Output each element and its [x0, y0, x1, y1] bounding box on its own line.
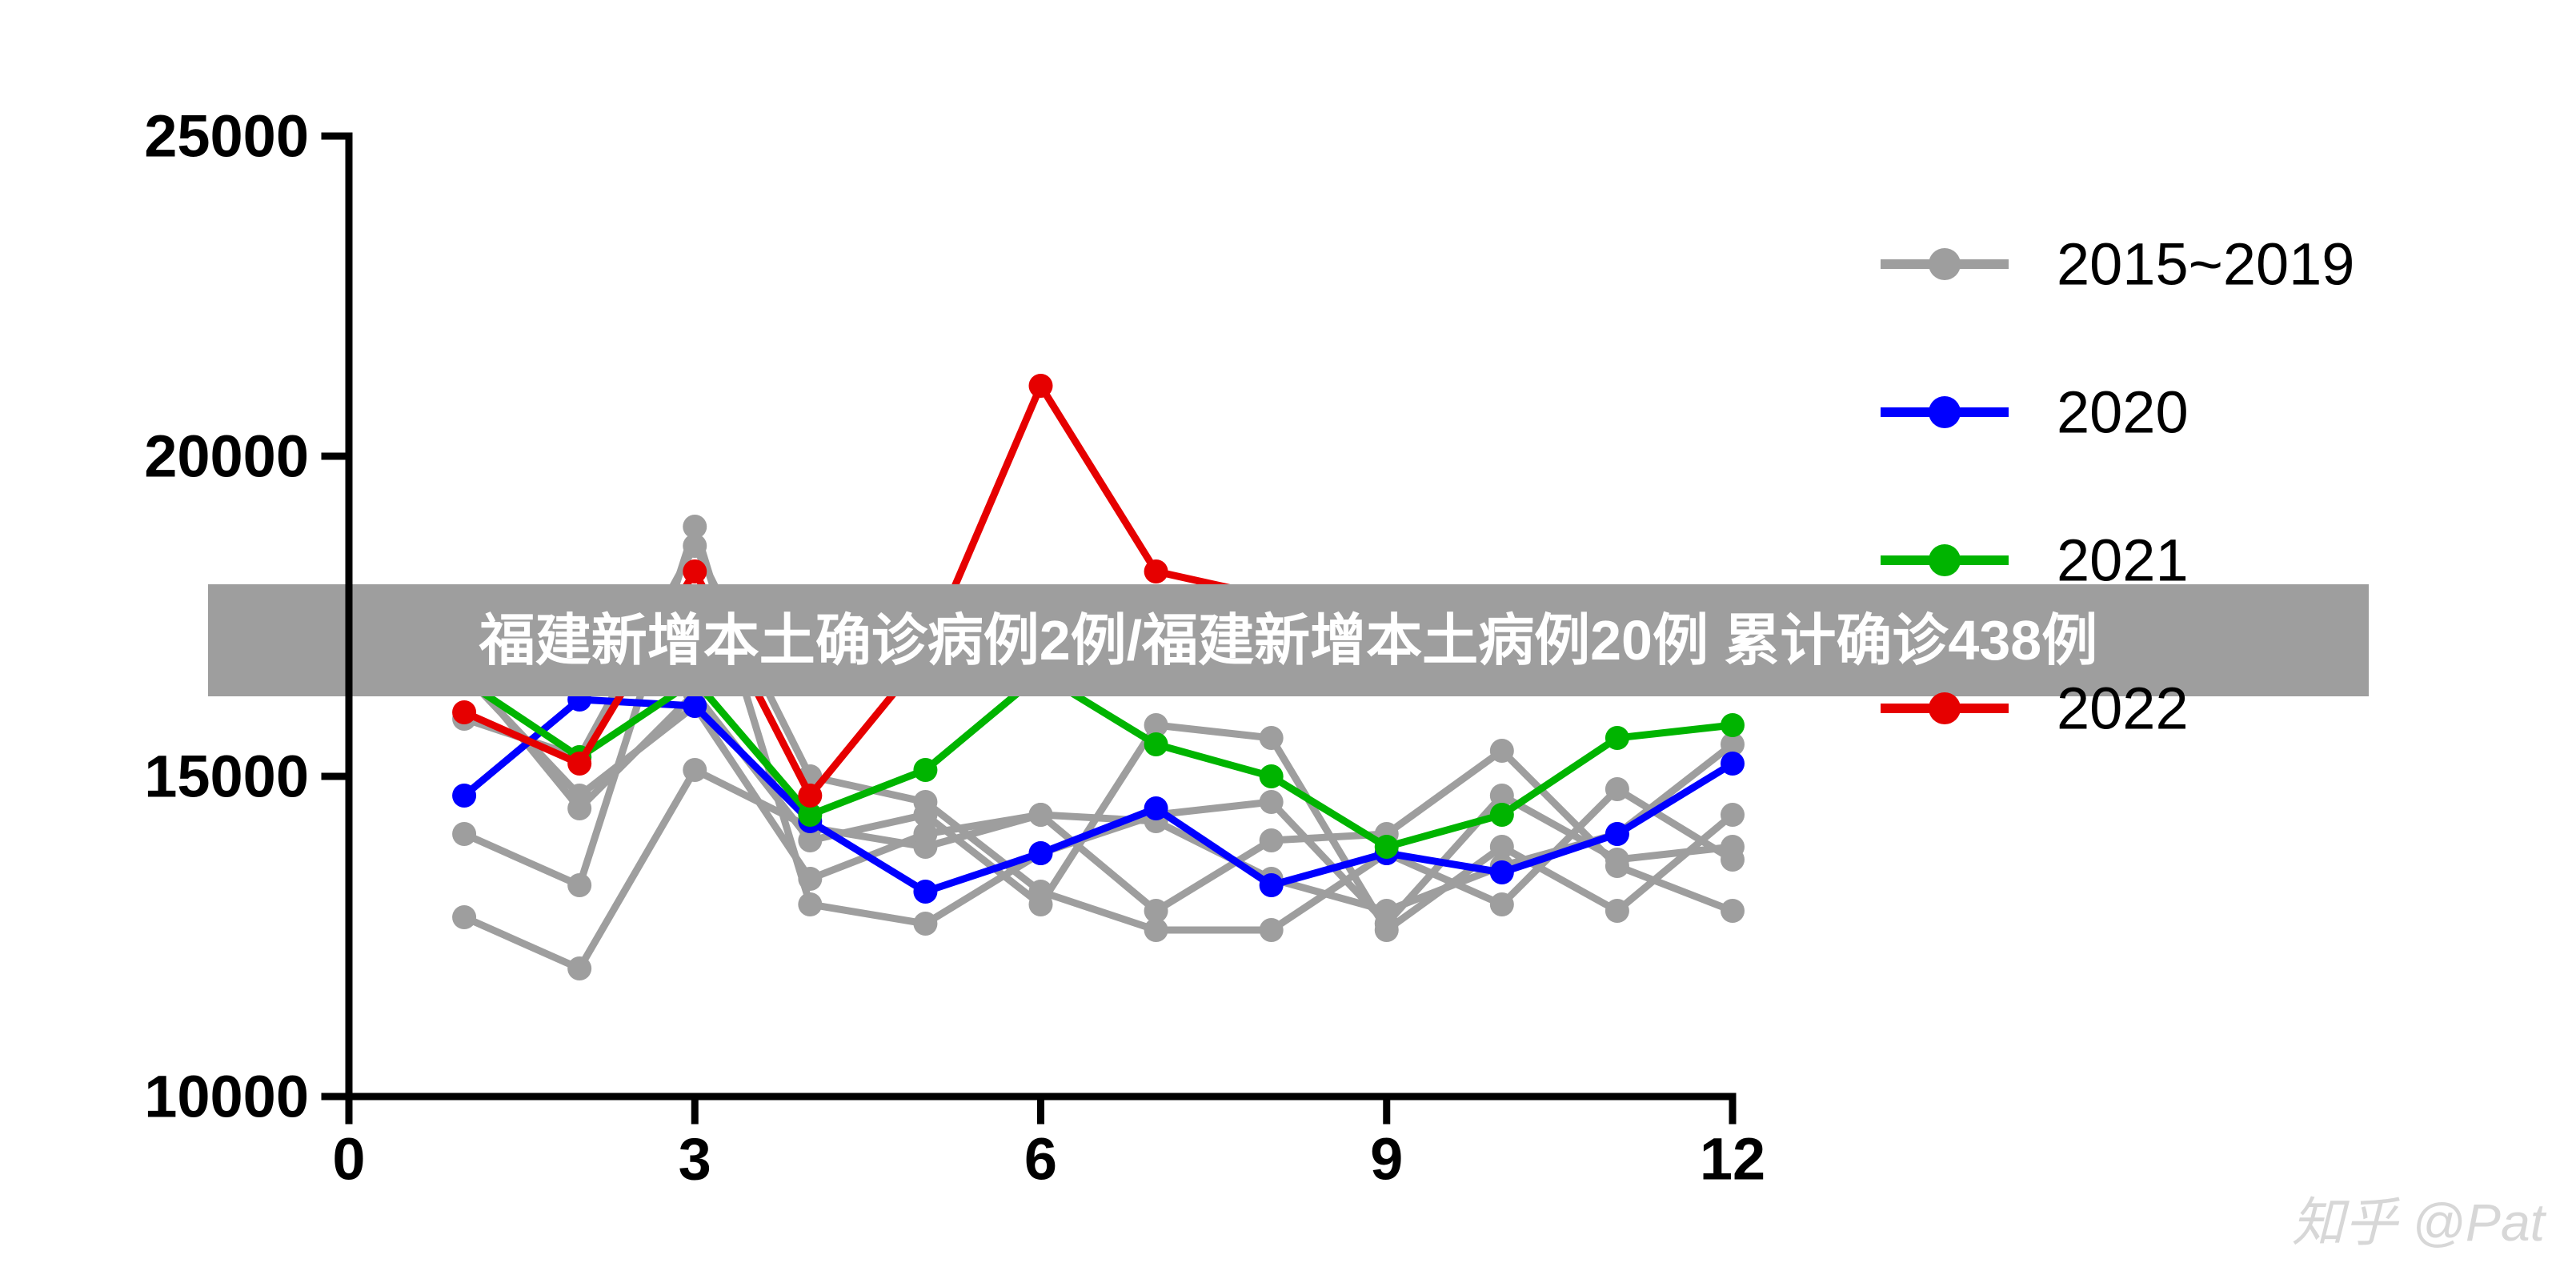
series-marker — [1375, 835, 1399, 859]
legend-label: 2021 — [2057, 527, 2189, 594]
series-marker — [1029, 880, 1053, 904]
series-marker — [1260, 828, 1284, 852]
legend-marker — [1929, 544, 1961, 576]
series-marker — [1144, 796, 1168, 820]
series-marker — [1260, 918, 1284, 942]
series-marker — [798, 784, 822, 808]
series-marker — [1144, 918, 1168, 942]
x-tick-label: 0 — [332, 1126, 365, 1193]
series-marker — [567, 873, 591, 897]
series-marker — [913, 758, 937, 782]
series-marker — [1605, 899, 1629, 923]
series-marker — [798, 867, 822, 891]
banner-text: 福建新增本土确诊病例2例/福建新增本土病例20例 累计确诊438例 — [479, 609, 2097, 672]
watermark-text: 知乎 @Pat — [2292, 1193, 2547, 1252]
series-marker — [913, 880, 937, 904]
y-tick-label: 15000 — [144, 744, 309, 810]
series-marker — [1721, 848, 1745, 872]
series-marker — [1721, 803, 1745, 827]
series-marker — [567, 784, 591, 808]
legend-marker — [1929, 692, 1961, 724]
series-marker — [913, 790, 937, 814]
legend-label: 2015~2019 — [2057, 231, 2354, 298]
series-marker — [683, 758, 707, 782]
series-marker — [1029, 841, 1053, 865]
series-marker — [1029, 374, 1053, 398]
line-chart: 福建新增本土确诊病例2例/福建新增本土病例20例 累计确诊438例 10000 15… — [0, 0, 2576, 1271]
series-marker — [452, 905, 476, 929]
series-marker — [1260, 790, 1284, 814]
series-marker — [452, 822, 476, 846]
series-marker — [683, 534, 707, 558]
series-marker — [1260, 726, 1284, 750]
series-marker — [683, 694, 707, 718]
banner-overlay: 福建新增本土确诊病例2例/福建新增本土病例20例 累计确诊438例 — [208, 584, 2369, 696]
legend-marker — [1929, 396, 1961, 428]
x-tick-label: 12 — [1700, 1126, 1765, 1193]
series-marker — [1490, 860, 1514, 884]
legend-label: 2020 — [2057, 379, 2189, 446]
series-marker — [1605, 777, 1629, 801]
x-tick-label: 6 — [1024, 1126, 1057, 1193]
series-marker — [452, 700, 476, 724]
series-marker — [683, 559, 707, 583]
x-tick-label: 9 — [1370, 1126, 1403, 1193]
y-tick-label: 10000 — [144, 1064, 309, 1130]
series-marker — [452, 784, 476, 808]
series-marker — [913, 912, 937, 936]
series-marker — [1029, 803, 1053, 827]
legend-label: 2022 — [2057, 676, 2189, 742]
series-marker — [1721, 713, 1745, 737]
series-marker — [1260, 764, 1284, 788]
series-marker — [1490, 892, 1514, 916]
series-marker — [1605, 726, 1629, 750]
legend-marker — [1929, 248, 1961, 280]
series-marker — [1721, 752, 1745, 776]
y-tick-label: 20000 — [144, 423, 309, 490]
y-tick-label: 25000 — [144, 103, 309, 170]
series-marker — [1490, 803, 1514, 827]
series-marker — [1144, 559, 1168, 583]
series-marker — [798, 892, 822, 916]
series-marker — [567, 752, 591, 776]
series-marker — [1605, 854, 1629, 878]
series-marker — [1375, 899, 1399, 923]
x-tick-label: 3 — [679, 1126, 711, 1193]
series-marker — [1144, 732, 1168, 756]
series-marker — [913, 822, 937, 846]
series-marker — [567, 956, 591, 980]
series-marker — [1490, 739, 1514, 763]
series-marker — [1605, 822, 1629, 846]
series-marker — [1260, 873, 1284, 897]
chart-wrap: 福建新增本土确诊病例2例/福建新增本土病例20例 累计确诊438例 10000 15… — [0, 0, 2576, 1271]
series-marker — [1721, 899, 1745, 923]
